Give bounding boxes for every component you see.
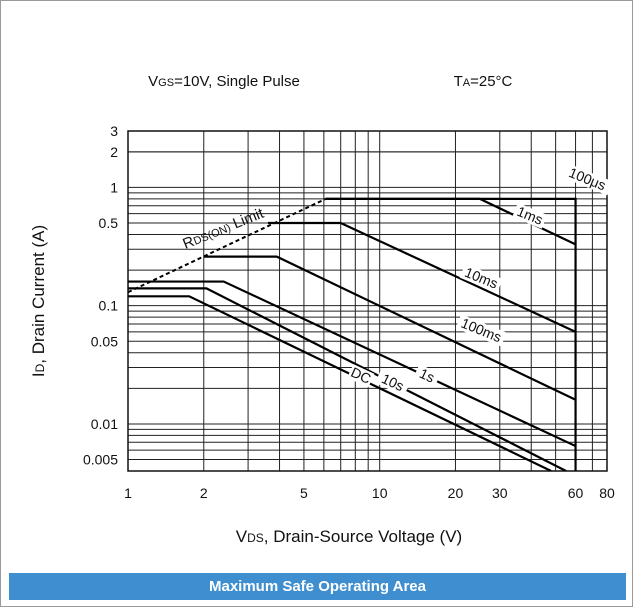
series-lines [127, 197, 577, 471]
curve-label-bg [561, 163, 613, 196]
x-tick-label: 1 [124, 485, 132, 501]
y-tick-label: 0.1 [99, 298, 119, 314]
series-line-100ms [203, 255, 577, 401]
x-tick-label: 10 [372, 485, 388, 501]
series-line-DC [128, 295, 552, 471]
y-tick-label: 0.05 [91, 333, 118, 349]
x-tick-label: 2 [200, 485, 208, 501]
series-line-10ms [268, 221, 577, 333]
curve-label-10s: 10s [375, 369, 411, 397]
y-tick-label: 0.005 [83, 452, 118, 468]
x-tick-label: 20 [448, 485, 464, 501]
chart-temperature: TA=25°C [454, 73, 513, 90]
y-tick-label: 0.01 [91, 416, 118, 432]
x-tick-label: 5 [300, 485, 308, 501]
figure-caption: Maximum Safe Operating Area [9, 573, 626, 600]
curve-label-bg [413, 364, 441, 388]
curve-label-100μs: 100μs [561, 163, 613, 196]
curve-label-text: 1s [417, 365, 437, 386]
y-axis-label: ID, Drain Current (A) [29, 225, 48, 377]
series-line-1s [128, 280, 577, 448]
series-line-10s [128, 287, 567, 471]
rds-on-limit-line [127, 197, 327, 294]
curve-label-bg [347, 364, 375, 388]
curve-label-text: DC [348, 364, 373, 387]
series-line-1ms [325, 197, 577, 246]
curve-label-1s: 1s [413, 364, 441, 388]
curve-label-bg [512, 202, 548, 229]
plot-border [127, 130, 608, 472]
chart-conditions: VGS=10V, Single Pulse [148, 73, 300, 90]
x-tick-label: 60 [568, 485, 584, 501]
curve-label-bg [455, 314, 507, 347]
curve-label-bg [459, 263, 503, 293]
x-tick-label: 80 [599, 485, 615, 501]
series-line-100μs [325, 197, 577, 471]
x-axis-label: VDS, Drain-Source Voltage (V) [236, 527, 462, 546]
curve-label-text: 100μs [567, 164, 609, 193]
tick-labels: 1 2 5 10 20 30 60 80 0.005 0.01 0.05 0.1 0.5 1 2 3 [83, 123, 615, 501]
y-tick-label: 0.5 [99, 215, 119, 231]
y-tick-label: 3 [110, 123, 118, 139]
rds-on-limit-label: RDS(ON) Limit [180, 205, 267, 253]
curve-label-text: 100ms [459, 315, 504, 346]
y-tick-label: 1 [110, 179, 118, 195]
curve-label-text: 1ms [515, 203, 546, 228]
curve-label-bg [375, 369, 411, 397]
curve-label-DC: DC [347, 364, 375, 388]
x-tick-label: 30 [492, 485, 508, 501]
y-tick-label: 2 [110, 144, 118, 160]
